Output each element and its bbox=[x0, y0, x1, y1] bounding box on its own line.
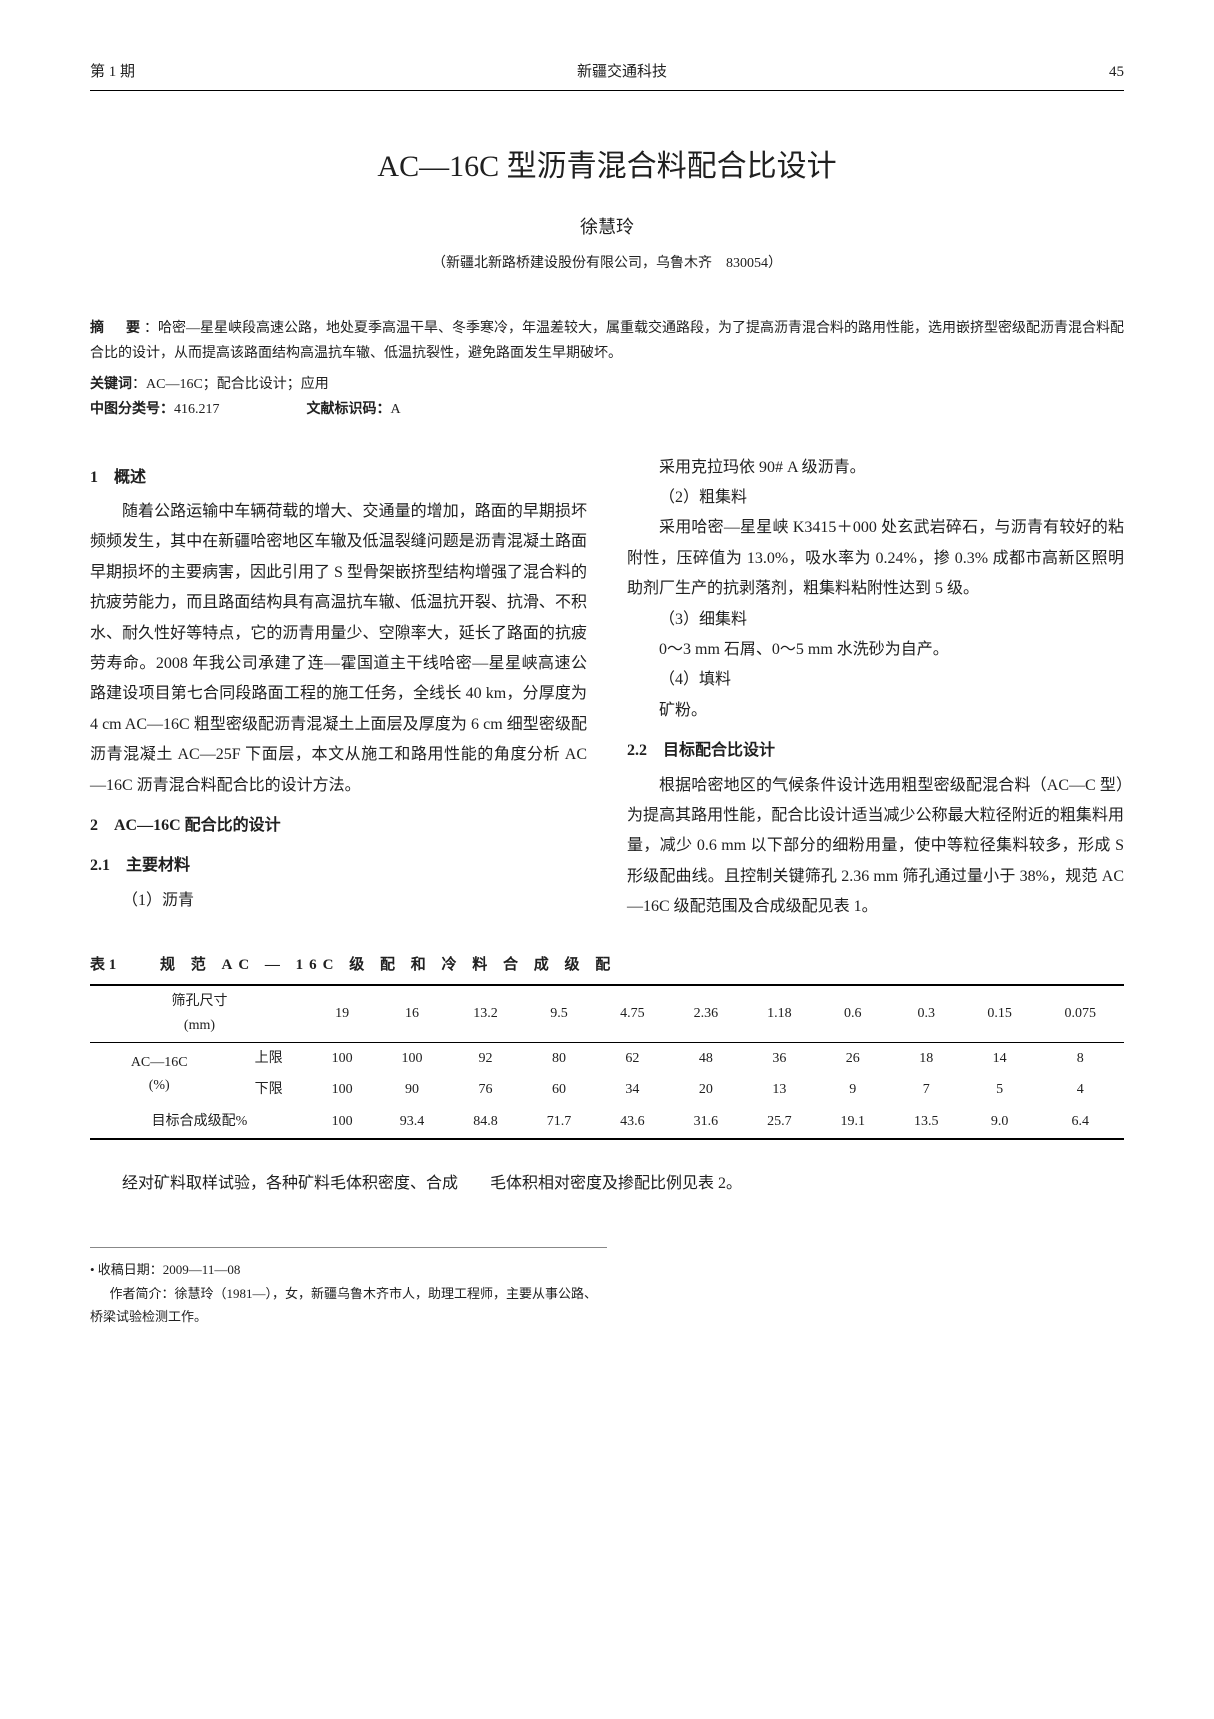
cell: 5 bbox=[963, 1074, 1036, 1106]
section-2-heading: 2 AC—16C 配合比的设计 bbox=[90, 811, 587, 841]
col-2-36: 2.36 bbox=[669, 985, 742, 1042]
sieve-size-header: 筛孔尺寸 (mm) bbox=[90, 985, 309, 1042]
cell: 13.5 bbox=[890, 1106, 963, 1139]
col-4-75: 4.75 bbox=[596, 985, 669, 1042]
abstract: 摘 要：哈密—星星峡段高速公路，地处夏季高温干旱、冬季寒冷，年温差较大，属重载交… bbox=[90, 316, 1124, 366]
cell: 93.4 bbox=[375, 1106, 448, 1139]
left-column: 1 概述 随着公路运输中车辆荷载的增大、交通量的增加，路面的早期损坏频频发生，其… bbox=[90, 453, 587, 923]
cell: 34 bbox=[596, 1074, 669, 1106]
issue-number: 第 1 期 bbox=[90, 60, 135, 86]
journal-name: 新疆交通科技 bbox=[577, 60, 667, 86]
cell: 71.7 bbox=[522, 1106, 595, 1139]
table-1-title: 规 范 AC — 16C 级 配 和 冷 料 合 成 级 配 bbox=[160, 957, 616, 973]
table-header-row: 筛孔尺寸 (mm) 19 16 13.2 9.5 4.75 2.36 1.18 … bbox=[90, 985, 1124, 1042]
cell: 92 bbox=[449, 1042, 522, 1074]
cell: 100 bbox=[375, 1042, 448, 1074]
cell: 20 bbox=[669, 1074, 742, 1106]
doccode-value: A bbox=[391, 402, 401, 417]
cell: 26 bbox=[816, 1042, 889, 1074]
item-fine-agg: （3）细集料 bbox=[627, 605, 1124, 635]
table-1-caption: 表 1 规 范 AC — 16C 级 配 和 冷 料 合 成 级 配 bbox=[90, 953, 1124, 979]
keywords-label: 关键词 bbox=[90, 377, 132, 392]
cell: 6.4 bbox=[1036, 1106, 1124, 1139]
cell: 13 bbox=[743, 1074, 816, 1106]
col-0-3: 0.3 bbox=[890, 985, 963, 1042]
coarse-agg-desc: 采用哈密—星星峡 K3415＋000 处玄武岩碎石，与沥青有较好的粘附性，压碎值… bbox=[627, 513, 1124, 604]
cell: 36 bbox=[743, 1042, 816, 1074]
target-label: 目标合成级配% bbox=[90, 1106, 309, 1139]
col-0-075: 0.075 bbox=[1036, 985, 1124, 1042]
body-columns: 1 概述 随着公路运输中车辆荷载的增大、交通量的增加，路面的早期损坏频频发生，其… bbox=[90, 453, 1124, 923]
after-table-paragraph: 经对矿料取样试验，各种矿料毛体积密度、合成 毛体积相对密度及掺配比例见表 2。 bbox=[90, 1170, 1124, 1197]
cell: 31.6 bbox=[669, 1106, 742, 1139]
cell: 100 bbox=[309, 1042, 375, 1074]
item-asphalt: （1）沥青 bbox=[90, 886, 587, 916]
cell: 62 bbox=[596, 1042, 669, 1074]
col-13-2: 13.2 bbox=[449, 985, 522, 1042]
gradation-table: 筛孔尺寸 (mm) 19 16 13.2 9.5 4.75 2.36 1.18 … bbox=[90, 984, 1124, 1140]
running-header: 第 1 期 新疆交通科技 45 bbox=[90, 60, 1124, 91]
section-1-heading: 1 概述 bbox=[90, 463, 587, 493]
cell: 80 bbox=[522, 1042, 595, 1074]
abstract-label: 摘 要 bbox=[90, 321, 144, 336]
cell: 9 bbox=[816, 1074, 889, 1106]
col-0-15: 0.15 bbox=[963, 985, 1036, 1042]
cell: 60 bbox=[522, 1074, 595, 1106]
cell: 90 bbox=[375, 1074, 448, 1106]
section-1-paragraph: 随着公路运输中车辆荷载的增大、交通量的增加，路面的早期损坏频频发生，其中在新疆哈… bbox=[90, 497, 587, 801]
author-bio: 作者简介：徐慧玲（1981—），女，新疆乌鲁木齐市人，助理工程师，主要从事公路、… bbox=[90, 1282, 607, 1329]
lower-limit-label: 下限 bbox=[228, 1074, 308, 1106]
cell: 4 bbox=[1036, 1074, 1124, 1106]
keywords-text: ：AC—16C；配合比设计；应用 bbox=[132, 377, 329, 392]
author-name: 徐慧玲 bbox=[90, 212, 1124, 243]
fine-agg-desc: 0～3 mm 石屑、0～5 mm 水洗砂为自产。 bbox=[627, 635, 1124, 665]
cell: 7 bbox=[890, 1074, 963, 1106]
col-16: 16 bbox=[375, 985, 448, 1042]
cell: 8 bbox=[1036, 1042, 1124, 1074]
right-column: 采用克拉玛依 90# A 级沥青。 （2）粗集料 采用哈密—星星峡 K3415＋… bbox=[627, 453, 1124, 923]
col-9-5: 9.5 bbox=[522, 985, 595, 1042]
ac16c-group-label: AC—16C (%) bbox=[90, 1042, 228, 1106]
col-0-6: 0.6 bbox=[816, 985, 889, 1042]
abstract-text: ：哈密—星星峡段高速公路，地处夏季高温干旱、冬季寒冷，年温差较大，属重载交通路段… bbox=[90, 321, 1124, 361]
col-1-18: 1.18 bbox=[743, 985, 816, 1042]
section-2-1-heading: 2.1 主要材料 bbox=[90, 851, 587, 881]
section-2-2-heading: 2.2 目标配合比设计 bbox=[627, 736, 1124, 766]
item-filler: （4）填料 bbox=[627, 665, 1124, 695]
received-date: • 收稿日期：2009—11—08 bbox=[90, 1258, 607, 1281]
cell: 76 bbox=[449, 1074, 522, 1106]
lower-limit-row: 下限 100 90 76 60 34 20 13 9 7 5 4 bbox=[90, 1074, 1124, 1106]
cell: 9.0 bbox=[963, 1106, 1036, 1139]
cell: 19.1 bbox=[816, 1106, 889, 1139]
cell: 100 bbox=[309, 1106, 375, 1139]
table-1-number: 表 1 bbox=[90, 957, 116, 973]
upper-limit-row: AC—16C (%) 上限 100 100 92 80 62 48 36 26 … bbox=[90, 1042, 1124, 1074]
paper-title: AC—16C 型沥青混合料配合比设计 bbox=[90, 141, 1124, 192]
classno-value: 416.217 bbox=[174, 402, 220, 417]
target-gradation-row: 目标合成级配% 100 93.4 84.8 71.7 43.6 31.6 25.… bbox=[90, 1106, 1124, 1139]
author-affiliation: （新疆北新路桥建设股份有限公司，乌鲁木齐 830054） bbox=[90, 252, 1124, 276]
cell: 48 bbox=[669, 1042, 742, 1074]
cell: 100 bbox=[309, 1074, 375, 1106]
upper-limit-label: 上限 bbox=[228, 1042, 308, 1074]
doccode-label: 文献标识码： bbox=[307, 402, 391, 417]
filler-desc: 矿粉。 bbox=[627, 696, 1124, 726]
cell: 43.6 bbox=[596, 1106, 669, 1139]
asphalt-desc: 采用克拉玛依 90# A 级沥青。 bbox=[627, 453, 1124, 483]
page-number: 45 bbox=[1109, 60, 1124, 86]
table-1: 表 1 规 范 AC — 16C 级 配 和 冷 料 合 成 级 配 筛孔尺寸 … bbox=[90, 953, 1124, 1140]
classno-label: 中图分类号： bbox=[90, 402, 174, 417]
cell: 84.8 bbox=[449, 1106, 522, 1139]
item-coarse-agg: （2）粗集料 bbox=[627, 483, 1124, 513]
footnote: • 收稿日期：2009—11—08 作者简介：徐慧玲（1981—），女，新疆乌鲁… bbox=[90, 1247, 607, 1328]
col-19: 19 bbox=[309, 985, 375, 1042]
keywords: 关键词：AC—16C；配合比设计；应用 bbox=[90, 372, 1124, 397]
cell: 14 bbox=[963, 1042, 1036, 1074]
classification: 中图分类号：416.217 文献标识码：A bbox=[90, 397, 1124, 422]
cell: 18 bbox=[890, 1042, 963, 1074]
cell: 25.7 bbox=[743, 1106, 816, 1139]
target-mix-paragraph: 根据哈密地区的气候条件设计选用粗型密级配混合料（AC—C 型）为提高其路用性能，… bbox=[627, 771, 1124, 923]
